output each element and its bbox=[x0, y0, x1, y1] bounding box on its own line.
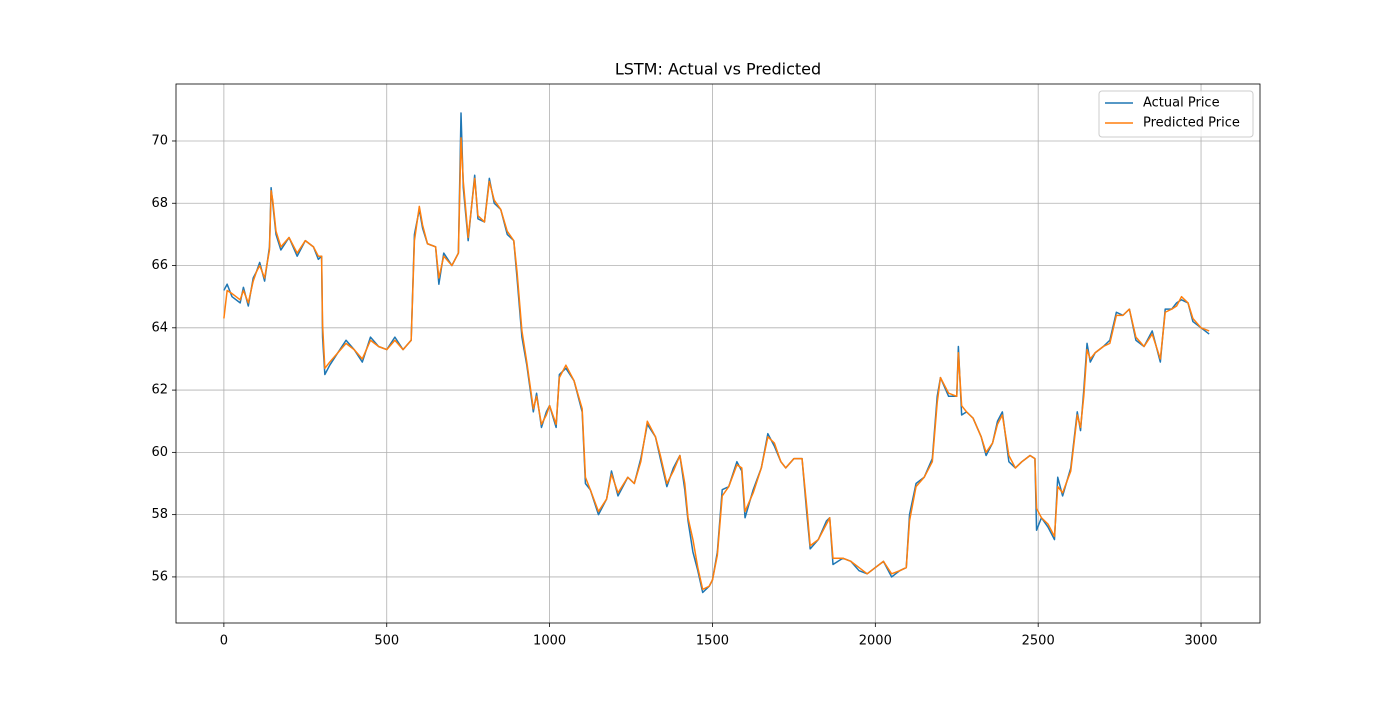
y-tick-label: 60 bbox=[151, 445, 168, 460]
x-tick-label: 1000 bbox=[533, 634, 566, 649]
legend-label: Actual Price bbox=[1143, 96, 1220, 111]
legend-box bbox=[1098, 90, 1254, 138]
y-tick-label: 62 bbox=[151, 383, 168, 398]
legend-label: Predicted Price bbox=[1143, 116, 1240, 131]
data-line bbox=[223, 137, 1210, 591]
y-tick-label: 70 bbox=[151, 133, 168, 148]
y-tick-label: 68 bbox=[151, 196, 168, 211]
x-tick-label: 2500 bbox=[1022, 634, 1055, 649]
x-tick-label: 2000 bbox=[859, 634, 892, 649]
plot-frame bbox=[175, 83, 1261, 624]
data-line bbox=[223, 112, 1210, 594]
x-tick-label: 0 bbox=[220, 634, 228, 649]
y-tick-label: 56 bbox=[151, 569, 168, 584]
chart-title: LSTM: Actual vs Predicted bbox=[615, 60, 821, 79]
x-tick-label: 1500 bbox=[696, 634, 729, 649]
y-tick-label: 64 bbox=[151, 320, 168, 335]
y-tick-label: 58 bbox=[151, 507, 168, 522]
x-tick-label: 3000 bbox=[1184, 634, 1217, 649]
x-tick-label: 500 bbox=[374, 634, 399, 649]
y-tick-label: 66 bbox=[151, 258, 168, 273]
